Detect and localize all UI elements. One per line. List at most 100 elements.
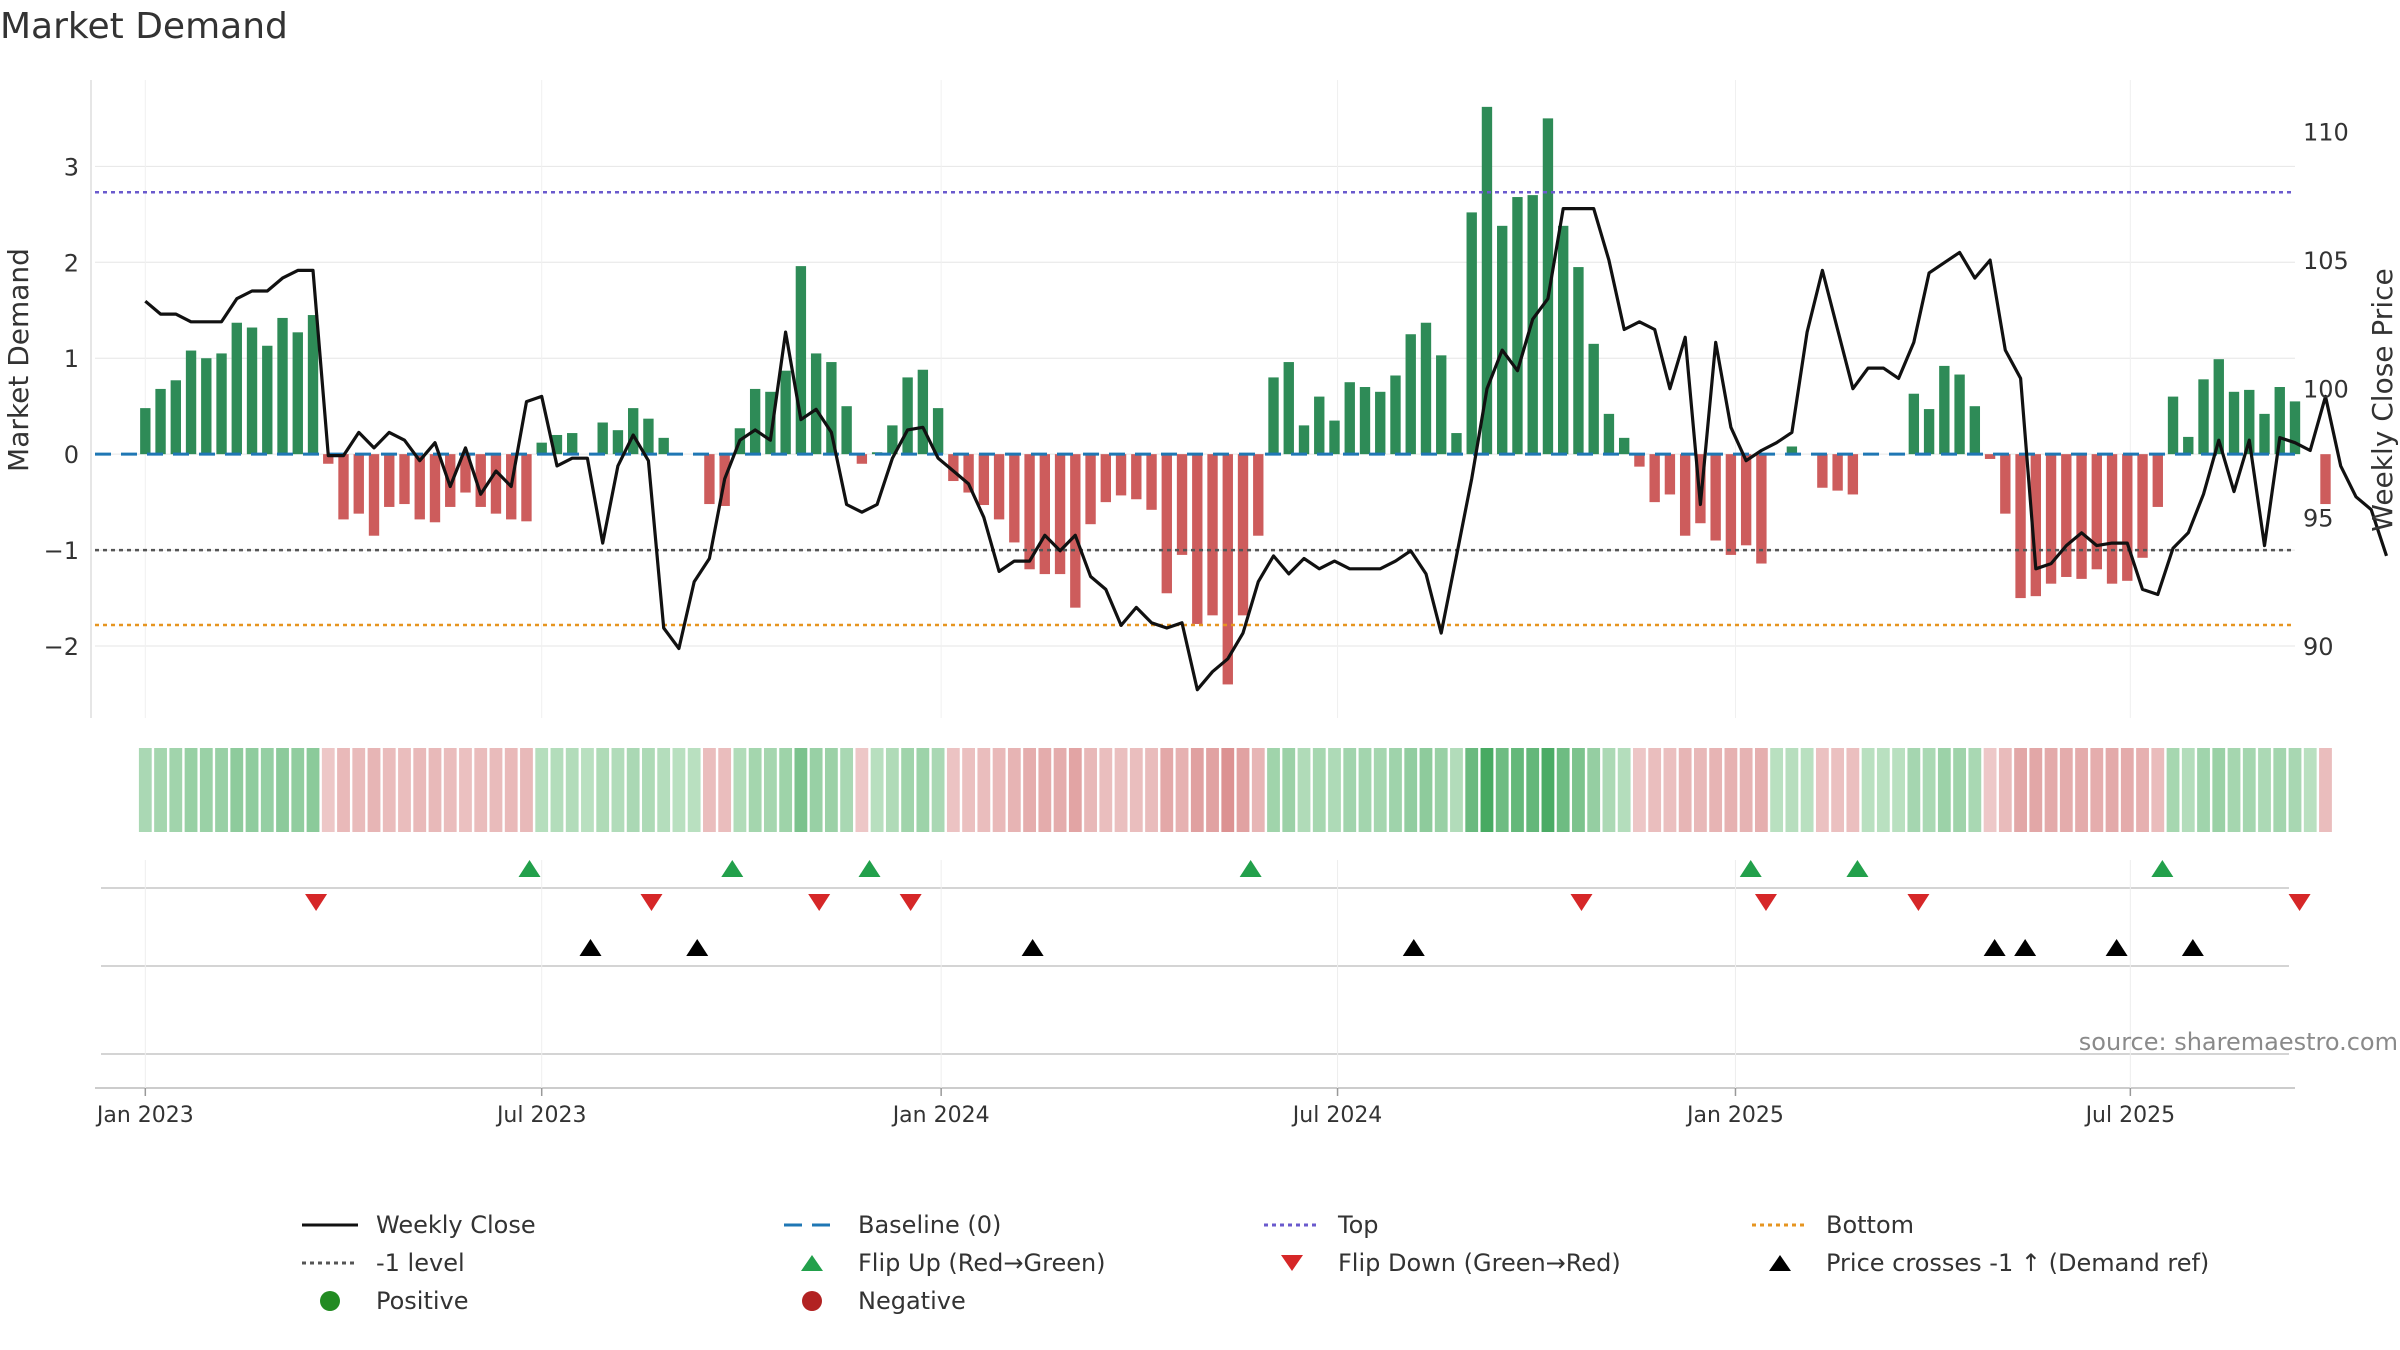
legend-label-positive: Positive [376,1287,469,1315]
heat-cell [1709,748,1723,832]
heat-cell [779,748,793,832]
heat-cell [2151,748,2165,832]
heat-cell [840,748,854,832]
demand-bar [2259,413,2270,455]
heat-cell [1511,748,1524,832]
flip-up-marker [858,860,881,877]
legend-label-minus-one: -1 level [376,1249,465,1277]
demand-bar [1420,322,1432,455]
price-cross-triangle-icon [1769,1255,1791,1271]
heat-cell [2105,748,2119,832]
demand-bar [1939,365,1950,455]
demand-bar [429,454,441,523]
heat-cell [2303,748,2317,832]
price-cross-marker [1021,939,1044,956]
demand-bar [2274,387,2285,455]
legend-item-flip-down: Flip Down (Green→Red) [1262,1248,1621,1278]
demand-bar [2015,454,2026,599]
heat-cell [1099,748,1113,832]
demand-bar [1024,454,1035,570]
heat-cell [703,748,716,832]
heat-cell [1267,748,1280,832]
demand-bar [1100,454,1111,503]
flip-down-marker [808,894,831,911]
heat-cell [2197,748,2210,832]
demand-bar [1588,343,1599,455]
demand-bars [140,106,2331,685]
demand-bar [1786,446,1798,455]
heat-cell [885,748,899,832]
demand-bar [1725,454,1737,555]
price-cross-marker [2014,939,2037,956]
heat-cell [2288,748,2302,832]
heat-cell [626,748,640,832]
price-cross-marker [1983,939,2006,956]
demand-bar [612,430,624,455]
heat-cell [382,748,396,832]
heat-cell [931,748,945,832]
heat-cell [1983,748,1997,832]
heat-cell [2029,748,2043,832]
legend-item-positive: Positive [300,1286,469,1316]
chart-title: Market Demand [0,6,288,47]
heat-cell [138,748,152,832]
demand-bar [2152,454,2163,507]
demand-bar [216,353,227,455]
demand-bar [536,442,547,455]
demand-bar [810,353,822,455]
demand-bar [1222,454,1233,685]
price-cross-marker [1402,939,1425,956]
demand-bar [1817,454,1828,488]
heat-cell [718,748,732,832]
demand-bar [902,377,913,455]
heat-cell [992,748,1006,832]
heat-cell [1175,748,1189,832]
heat-cell [1785,748,1799,832]
heat-cell [1419,748,1433,832]
legend-item-weekly-close: Weekly Close [300,1210,536,1240]
demand-bar [338,454,349,520]
heat-cell [2166,748,2180,832]
heat-cell [1404,748,1418,832]
heat-cell [763,748,777,832]
demand-bar [2183,436,2194,455]
demand-bar [445,454,456,507]
heat-cell [413,748,427,832]
demand-bar [1481,106,1493,455]
heat-cell [1907,748,1921,832]
demand-bar [1984,454,1996,459]
demand-bar [1512,197,1523,455]
demand-bar [1253,454,1264,536]
demand-bar [170,380,181,455]
demand-bar [1146,454,1157,510]
y2-tick-label: 100 [2303,376,2349,404]
demand-bar [917,369,929,455]
legend-label-price-cross: Price crosses -1 ↑ (Demand ref) [1826,1249,2210,1277]
demand-bar [1039,454,1051,575]
axes: −2 −1 0 1 2 3 90 95 100 105 110 [44,80,2349,718]
heat-cell [977,748,991,832]
heat-cell [398,748,411,832]
x-axis-ticks: Jan 2023 Jul 2023 Jan 2024 Jul 2024 Jan 2025… [95,1088,2175,1128]
weekly-close-line [144,207,2389,692]
heat-cell [550,748,564,832]
heat-cell [184,748,198,832]
heat-cell [1998,748,2012,832]
demand-bar [1969,406,1981,455]
x-tick-label: Jan 2023 [95,1103,194,1128]
heat-cell [748,748,762,832]
heat-cell [611,748,625,832]
demand-bar [1009,454,1020,543]
demand-bar [1649,454,1660,503]
heat-cell [1282,748,1296,832]
demand-bar [2030,454,2042,597]
flip-down-marker [1907,894,1930,911]
heat-cell [1129,748,1143,832]
heat-cell [1953,748,1966,832]
demand-bar [2122,454,2133,581]
legend-item-flip-up: Flip Up (Red→Green) [782,1248,1106,1278]
demand-bar [1756,454,1767,564]
demand-bar [1573,267,1584,455]
heat-cell [733,748,747,832]
heat-cell [1389,748,1402,832]
